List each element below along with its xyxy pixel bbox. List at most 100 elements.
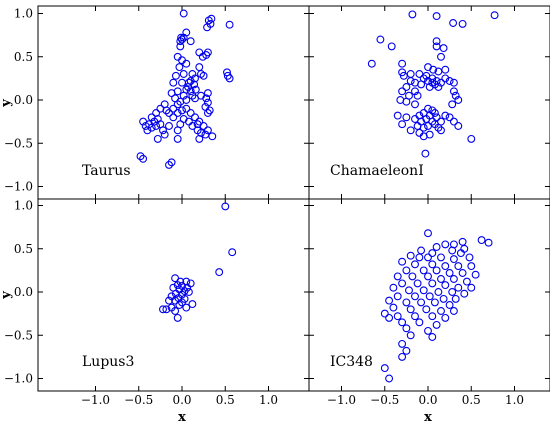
data-point bbox=[191, 85, 200, 94]
data-point bbox=[186, 87, 195, 96]
data-point bbox=[467, 134, 476, 143]
x-axis-label-left: x bbox=[178, 410, 186, 425]
data-point bbox=[380, 364, 389, 373]
data-point bbox=[367, 59, 376, 68]
data-point bbox=[406, 305, 415, 314]
data-point bbox=[406, 331, 415, 340]
data-point bbox=[451, 294, 460, 303]
data-point bbox=[411, 100, 419, 109]
data-point bbox=[430, 298, 439, 307]
data-point bbox=[432, 42, 441, 51]
data-point bbox=[413, 91, 422, 100]
data-point bbox=[162, 305, 171, 314]
data-point bbox=[198, 52, 207, 61]
data-point bbox=[408, 272, 417, 281]
panel-label: ChamaeleonI bbox=[330, 163, 424, 179]
data-point bbox=[398, 352, 407, 361]
data-point bbox=[173, 109, 182, 117]
data-point bbox=[380, 309, 389, 318]
data-point bbox=[178, 298, 186, 307]
data-point bbox=[173, 100, 182, 109]
data-point bbox=[411, 260, 419, 269]
data-point bbox=[225, 74, 234, 83]
data-point bbox=[385, 313, 394, 322]
data-point bbox=[432, 37, 441, 46]
data-point bbox=[449, 255, 458, 264]
y-tick-label: 0.0 bbox=[14, 93, 33, 107]
y-axis-label-bottom: y bbox=[0, 291, 14, 300]
data-point bbox=[169, 78, 178, 87]
x-tick-label: −1.0 bbox=[327, 393, 356, 407]
data-point bbox=[402, 97, 411, 106]
data-point bbox=[165, 296, 173, 305]
data-point bbox=[454, 262, 463, 271]
data-point bbox=[454, 283, 463, 292]
data-point bbox=[460, 289, 469, 298]
y-tick-label: −1.0 bbox=[4, 372, 33, 386]
data-point bbox=[208, 132, 217, 141]
data-point bbox=[186, 109, 195, 117]
data-point bbox=[437, 52, 445, 61]
x-tick-label: −1.0 bbox=[81, 393, 110, 407]
data-point bbox=[402, 113, 411, 122]
data-point bbox=[441, 240, 450, 249]
data-point bbox=[203, 109, 212, 117]
data-point bbox=[419, 132, 428, 141]
data-point bbox=[376, 35, 385, 44]
data-point bbox=[167, 158, 176, 167]
data-point bbox=[193, 126, 202, 135]
data-point bbox=[419, 286, 428, 295]
data-point bbox=[445, 113, 454, 122]
data-point bbox=[221, 202, 230, 211]
data-point bbox=[182, 277, 191, 286]
data-point bbox=[445, 269, 454, 277]
data-point bbox=[162, 106, 171, 115]
data-point bbox=[178, 106, 186, 115]
data-point bbox=[439, 44, 448, 53]
data-point bbox=[393, 312, 402, 321]
data-point bbox=[445, 77, 454, 85]
data-point bbox=[424, 253, 432, 262]
data-point bbox=[424, 229, 432, 238]
data-point bbox=[449, 19, 458, 27]
data-point bbox=[437, 126, 445, 135]
data-point bbox=[188, 300, 197, 309]
data-point bbox=[406, 251, 415, 260]
data-point bbox=[385, 374, 394, 383]
data-point bbox=[393, 292, 402, 301]
data-point bbox=[398, 120, 407, 129]
panel-label: Taurus bbox=[82, 163, 131, 179]
y-tick-label: 0.5 bbox=[14, 50, 33, 64]
data-point bbox=[405, 286, 413, 295]
data-point bbox=[441, 313, 450, 322]
panel-ticks bbox=[309, 6, 550, 199]
data-point bbox=[178, 78, 186, 87]
data-point bbox=[203, 98, 212, 107]
data-point bbox=[182, 104, 191, 113]
data-point bbox=[398, 59, 407, 68]
data-point bbox=[169, 113, 178, 122]
data-point bbox=[432, 243, 441, 251]
data-point bbox=[179, 33, 188, 42]
data-point bbox=[449, 87, 458, 96]
data-point bbox=[179, 70, 188, 78]
data-point bbox=[136, 152, 145, 161]
data-point bbox=[424, 326, 432, 335]
data-point bbox=[417, 298, 426, 307]
data-point bbox=[448, 100, 457, 109]
data-point bbox=[202, 94, 211, 103]
data-point bbox=[165, 109, 173, 117]
data-point bbox=[152, 122, 161, 130]
data-point bbox=[188, 122, 197, 130]
panel-frame bbox=[308, 198, 550, 392]
data-point bbox=[428, 279, 437, 288]
data-point bbox=[432, 12, 441, 21]
data-point bbox=[437, 117, 445, 126]
data-point bbox=[398, 257, 407, 266]
data-point bbox=[437, 253, 445, 262]
data-point bbox=[182, 303, 191, 312]
data-point bbox=[147, 123, 156, 132]
data-point bbox=[458, 19, 467, 28]
data-point bbox=[165, 122, 173, 130]
x-tick-label: 0.0 bbox=[172, 393, 191, 407]
